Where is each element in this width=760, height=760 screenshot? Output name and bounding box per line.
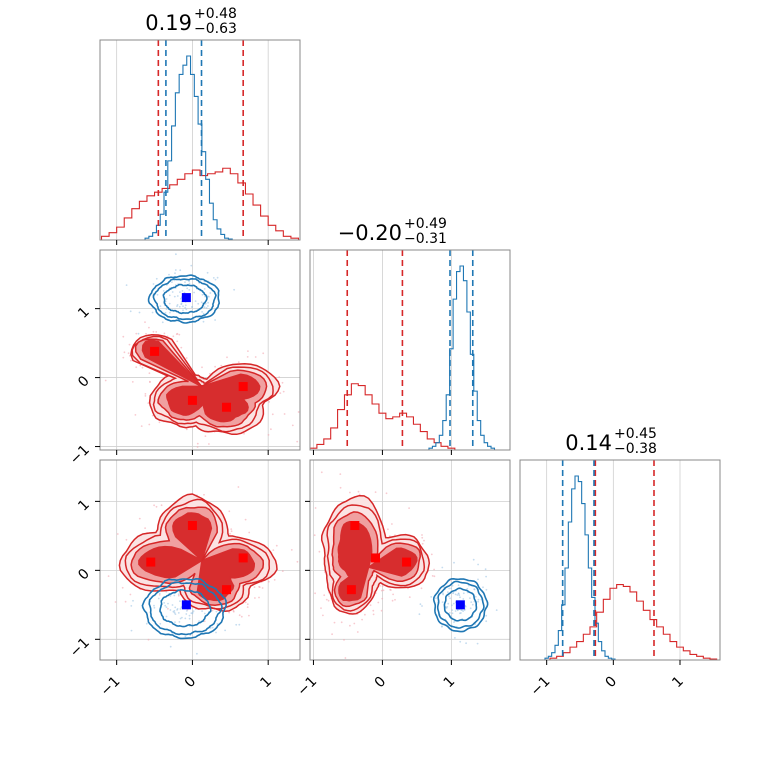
- joint-2-1-red-point: [350, 521, 360, 531]
- marginal-0-grid: [116, 40, 269, 240]
- joint-2-0-blue-contour-outer: [141, 577, 227, 640]
- joint-2-1-blue-contour-inner: [443, 587, 478, 622]
- joint-1-0-red-point: [238, 382, 248, 392]
- joint-2-0-red-contour-inner: [138, 512, 256, 602]
- y-tick-label: 1: [75, 497, 93, 515]
- title-minus: −0.63: [194, 21, 237, 37]
- marginal-2-red-hist: [549, 584, 718, 660]
- marginal-0-frame: [99, 39, 301, 241]
- marginal-0-blue-hist: [144, 55, 233, 240]
- y-tick-label: 0: [75, 373, 93, 391]
- joint-2-0-red-point: [146, 557, 156, 567]
- marginal-1-frame: [309, 249, 511, 451]
- title-value: 0.14: [565, 431, 612, 455]
- x-tick-label: −1: [528, 674, 554, 700]
- x-tick-label: 0: [603, 674, 621, 692]
- title-value: −0.20: [338, 221, 402, 245]
- marginal-0-red-hist: [100, 167, 300, 240]
- y-tick-label: 0: [75, 566, 93, 584]
- joint-1-0-content: [104, 253, 300, 448]
- joint-2-1-red-point: [371, 553, 381, 563]
- x-tick-label: 1: [257, 674, 275, 692]
- joint-2-0-blue-point: [181, 600, 191, 610]
- joint-1-0-red-point: [150, 346, 160, 356]
- joint-2-1-blue-contour-2: [436, 580, 485, 629]
- joint-2-0-red-point: [187, 521, 197, 531]
- joint-2-0-red-point: [238, 553, 248, 563]
- x-tick-label: −1: [98, 674, 124, 700]
- y-tick-label: −1: [67, 442, 93, 468]
- joint-2-0-red-point: [222, 585, 232, 595]
- y-tick-label: −1: [67, 635, 93, 661]
- joint-1-0-blue-contour-inner: [162, 283, 208, 315]
- title-value: 0.19: [145, 11, 192, 35]
- joint-2-1-red-point: [346, 585, 356, 595]
- joint-1-0-blue-point: [181, 293, 191, 303]
- panel-title-2: 0.14 +0.45−0.38: [565, 426, 657, 457]
- joint-2-1-frame: [309, 459, 511, 661]
- x-tick-label: 0: [182, 674, 200, 692]
- title-minus: −0.38: [614, 441, 657, 457]
- joint-2-1-content: [313, 471, 498, 659]
- x-tick-label: 1: [441, 674, 459, 692]
- title-minus: −0.31: [404, 231, 447, 247]
- panel-title-0: 0.19 +0.48−0.63: [145, 6, 237, 37]
- joint-1-0-blue-contour-2: [152, 277, 217, 321]
- title-plus: +0.49: [404, 216, 447, 232]
- joint-1-0-blue-contour-outer: [147, 274, 221, 324]
- joint-1-0-red-point: [187, 395, 197, 405]
- x-tick-label: 1: [669, 674, 687, 692]
- marginal-1-grid: [313, 250, 452, 450]
- joint-2-1-red-point: [402, 557, 412, 567]
- joint-2-0-content: [107, 486, 299, 655]
- panel-title-1: −0.20 +0.49−0.31: [338, 216, 447, 247]
- x-tick-label: −1: [294, 674, 320, 700]
- y-tick-label: 1: [75, 304, 93, 322]
- marginal-2-grid: [546, 460, 681, 660]
- marginal-1-red-hist: [310, 383, 456, 450]
- title-plus: +0.45: [614, 426, 657, 442]
- joint-2-0-red-contour-2: [124, 498, 271, 610]
- marginal-2-frame: [519, 459, 721, 661]
- title-plus: +0.48: [194, 6, 237, 22]
- joint-2-0-frame: [99, 459, 301, 661]
- joint-2-1-blue-contour-outer: [432, 577, 489, 633]
- joint-1-0-red-contour-2: [131, 335, 274, 433]
- x-tick-label: 0: [372, 674, 390, 692]
- marginal-2-blue-hist: [544, 475, 616, 660]
- joint-1-0-red-point: [222, 402, 232, 412]
- joint-2-1-red-contour-2: [326, 504, 426, 612]
- marginal-1-blue-hist: [428, 265, 496, 450]
- joint-1-0-red-contour-inner: [141, 339, 261, 423]
- joint-2-1-blue-point: [455, 600, 465, 610]
- joint-2-0-blue-contour-inner: [159, 588, 212, 628]
- joint-2-0-blue-contour-2: [148, 581, 223, 636]
- joint-1-0-frame: [99, 249, 301, 451]
